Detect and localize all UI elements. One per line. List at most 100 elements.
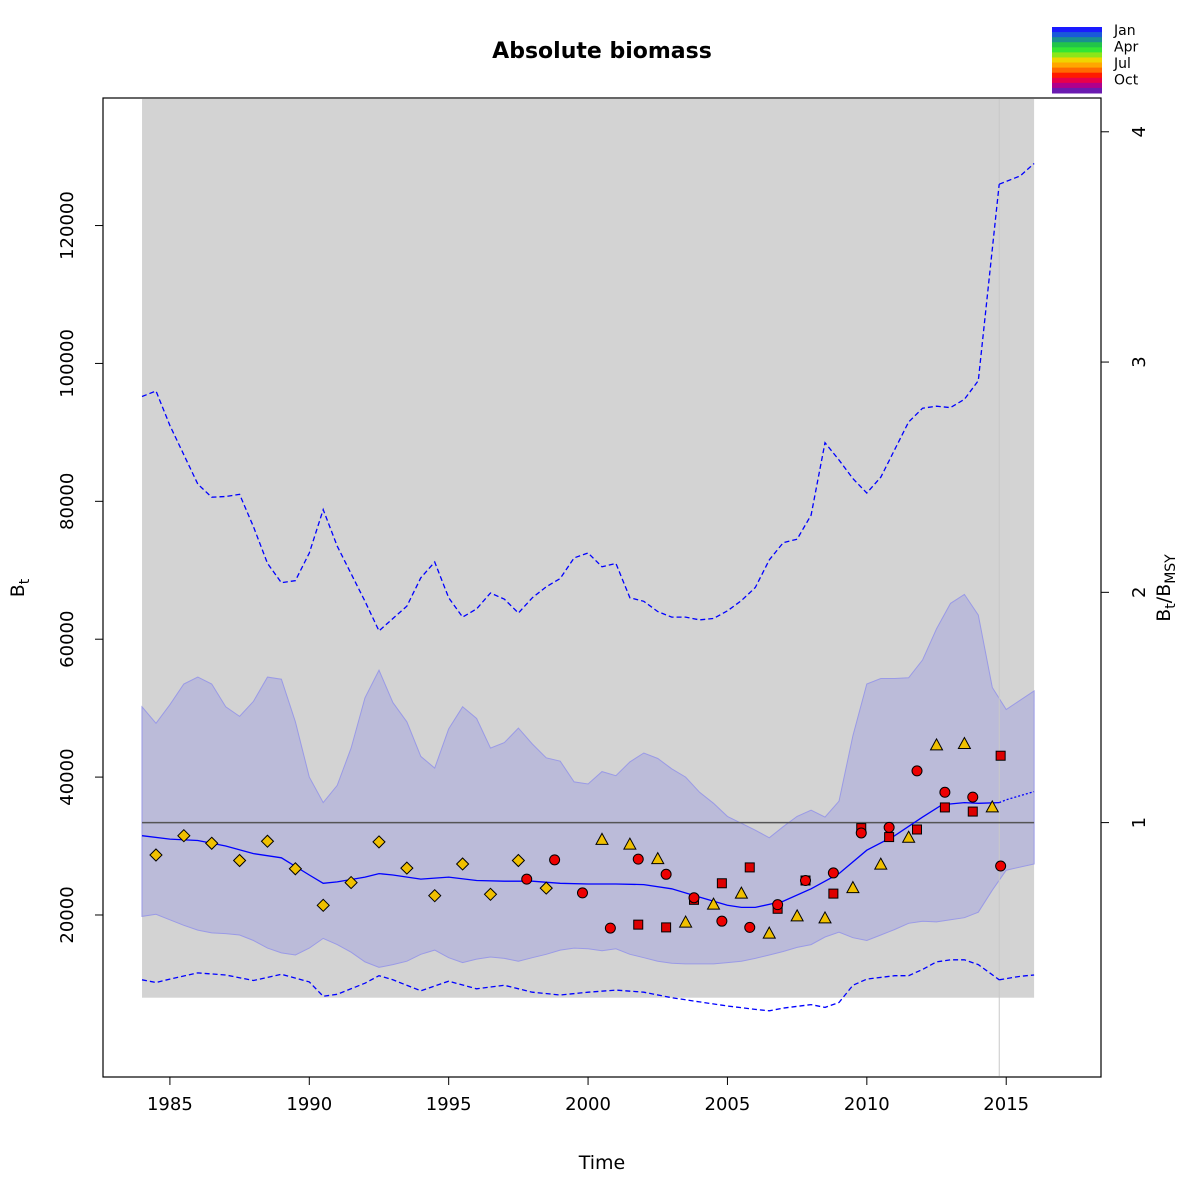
index-circle-point (800, 875, 812, 887)
y-tick-label: 120000 (57, 191, 78, 260)
x-axis-label: Time (578, 1152, 626, 1174)
index-circle-point (632, 853, 644, 865)
index-circle-point (660, 868, 672, 880)
forecast-median-line (998, 790, 1035, 804)
legend-color-swatch (1052, 52, 1102, 58)
index-square-point (633, 919, 644, 930)
index-diamond-point (205, 836, 219, 850)
index-circle-point (995, 860, 1007, 872)
index-diamond-point (232, 853, 247, 868)
legend-label: Jan (1113, 23, 1136, 39)
y2-axis-label-sub2: MSY (1163, 554, 1179, 584)
index-triangle-point (846, 880, 860, 894)
legend-color-swatch (1052, 47, 1102, 53)
index-square-point (744, 862, 755, 873)
index-square-point (661, 922, 672, 933)
legend-color-swatch (1052, 37, 1102, 43)
lower-bound-line (141, 959, 1000, 1012)
index-diamond-point (539, 881, 553, 895)
x-tick-label: 1995 (426, 1094, 472, 1115)
y-tick-label: 60000 (57, 611, 78, 668)
legend-color-swatch (1052, 62, 1102, 69)
index-triangle-point (650, 851, 665, 865)
legend-color-swatch (1052, 27, 1102, 33)
y2-tick-label: 4 (1129, 126, 1150, 137)
upper-bound-line (141, 184, 1000, 632)
index-circle-point (883, 821, 895, 833)
legend-color-swatch (1052, 87, 1102, 94)
index-diamond-point (260, 834, 275, 848)
y-axis-label-sub: t (17, 578, 33, 584)
index-square-point (884, 832, 895, 843)
index-triangle-point (706, 897, 721, 910)
index-triangle-point (957, 736, 972, 750)
y-tick-label: 20000 (57, 886, 78, 943)
legend-label: Jul (1113, 56, 1131, 72)
index-triangle-point (678, 915, 693, 928)
index-square-point (939, 802, 950, 813)
plot-frame (102, 97, 1102, 1078)
y-tick-label: 100000 (57, 329, 78, 398)
y2-axis-label: Bt/BMSY (1153, 554, 1179, 622)
index-square-point (828, 888, 839, 899)
y2-tick-label: 3 (1129, 356, 1150, 367)
index-diamond-point (372, 835, 386, 849)
index-circle-point (716, 915, 728, 927)
legend-color-swatch (1052, 72, 1102, 79)
index-triangle-point (762, 926, 777, 939)
index-triangle-point (873, 857, 888, 870)
index-triangle-point (818, 910, 832, 924)
index-square-point (912, 824, 923, 835)
forecast-upper-bound-line (998, 163, 1035, 185)
index-square-point (967, 806, 978, 817)
y-axis-label-main: B (7, 584, 29, 597)
index-square-point (716, 878, 727, 889)
y2-tick-label: 2 (1129, 587, 1150, 598)
index-diamond-point (400, 861, 414, 875)
y2-axis-label-sep: /B (1153, 584, 1175, 603)
index-square-point (995, 750, 1006, 761)
y2-axis-label-sub1: t (1163, 603, 1179, 609)
x-tick-label: 1985 (147, 1094, 193, 1115)
axes: 1985 1990 1995 2000 2005 2010 2015 20000 40000 60… (57, 97, 1150, 1115)
index-circle-point (939, 786, 951, 798)
index-triangle-point (929, 737, 944, 751)
index-triangle-point (595, 832, 609, 845)
legend-color-swatch (1052, 67, 1102, 74)
x-tick-label: 2000 (565, 1094, 611, 1115)
index-diamond-point (149, 848, 163, 862)
index-circle-point (855, 827, 867, 839)
legend-label: Apr (1114, 40, 1138, 56)
legend-color-swatch (1052, 57, 1102, 64)
x-tick-label: 2010 (844, 1094, 890, 1115)
index-circle-point (744, 921, 756, 933)
legend-color-swatch (1052, 77, 1102, 84)
index-diamond-point (455, 857, 470, 871)
legend-label: Oct (1114, 73, 1139, 89)
median-biomass-line (141, 801, 1000, 909)
y-tick-label: 80000 (57, 473, 78, 530)
index-circle-point (772, 899, 784, 911)
y2-tick-label: 1 (1129, 817, 1150, 828)
index-triangle-point (901, 830, 916, 843)
y2-axis-label-main: B (1153, 609, 1175, 622)
chart-title: Absolute biomass (492, 39, 712, 64)
index-circle-point (521, 873, 533, 885)
legend-color-swatch (1052, 42, 1102, 48)
index-triangle-point (734, 886, 749, 899)
index-circle-point (604, 922, 616, 934)
y-tick-label: 40000 (57, 748, 78, 805)
index-circle-point (827, 867, 839, 879)
index-diamond-point (316, 898, 330, 913)
index-circle-point (576, 887, 588, 899)
legend-color-swatch (1052, 82, 1102, 89)
index-diamond-point (344, 875, 358, 890)
index-diamond-point (428, 888, 442, 903)
index-triangle-point (623, 837, 637, 850)
index-circle-point (967, 791, 979, 803)
x-tick-label: 1990 (286, 1094, 332, 1115)
index-diamond-point (511, 853, 526, 868)
index-circle-point (549, 854, 561, 866)
